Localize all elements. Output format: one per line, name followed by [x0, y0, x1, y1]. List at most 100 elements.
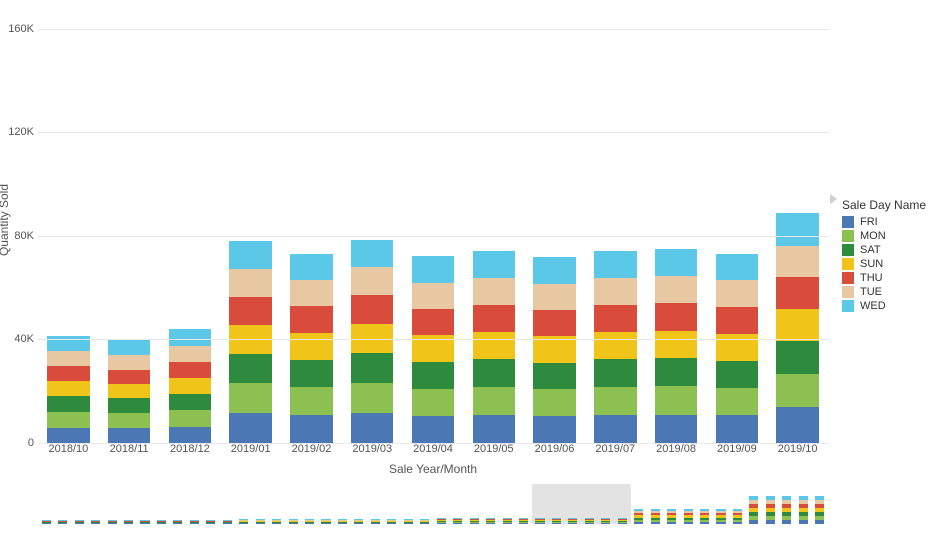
bar-segment-sun[interactable]	[169, 378, 212, 394]
overview-bar[interactable]	[420, 484, 429, 524]
bar-segment-tue[interactable]	[47, 351, 90, 366]
bar-segment-tue[interactable]	[169, 346, 212, 362]
overview-bar[interactable]	[651, 484, 660, 524]
overview-bar[interactable]	[140, 484, 149, 524]
overview-bar[interactable]	[321, 484, 330, 524]
bar-segment-tue[interactable]	[776, 246, 819, 277]
legend-item-wed[interactable]: WED	[842, 300, 926, 312]
bar-segment-mon[interactable]	[533, 389, 576, 416]
overview-bar[interactable]	[173, 484, 182, 524]
bar-segment-thu[interactable]	[533, 310, 576, 336]
overview-bar[interactable]	[733, 484, 742, 524]
bar-segment-thu[interactable]	[412, 309, 455, 335]
bar-segment-sun[interactable]	[473, 332, 516, 359]
bar-column[interactable]	[776, 213, 819, 443]
overview-bar[interactable]	[437, 484, 446, 524]
bar-column[interactable]	[290, 254, 333, 443]
overview-bar[interactable]	[272, 484, 281, 524]
bar-column[interactable]	[716, 254, 759, 443]
bar-segment-wed[interactable]	[594, 251, 637, 278]
bar-column[interactable]	[351, 240, 394, 443]
chevron-right-icon[interactable]	[830, 194, 837, 204]
legend-item-sat[interactable]: SAT	[842, 244, 926, 256]
bar-segment-thu[interactable]	[594, 305, 637, 332]
bar-segment-mon[interactable]	[655, 386, 698, 414]
bar-segment-fri[interactable]	[533, 416, 576, 443]
overview-bar[interactable]	[519, 484, 528, 524]
bar-segment-sat[interactable]	[351, 353, 394, 383]
bar-segment-fri[interactable]	[229, 413, 272, 443]
legend-item-tue[interactable]: TUE	[842, 286, 926, 298]
bar-segment-wed[interactable]	[290, 254, 333, 280]
overview-bar[interactable]	[305, 484, 314, 524]
overview-bar[interactable]	[190, 484, 199, 524]
overview-bar[interactable]	[667, 484, 676, 524]
overview-bar[interactable]	[75, 484, 84, 524]
bar-segment-sun[interactable]	[776, 309, 819, 341]
bar-segment-thu[interactable]	[169, 362, 212, 378]
overview-bar[interactable]	[157, 484, 166, 524]
bar-column[interactable]	[594, 251, 637, 443]
bar-segment-thu[interactable]	[47, 366, 90, 381]
bar-segment-sat[interactable]	[229, 354, 272, 383]
overview-bar[interactable]	[634, 484, 643, 524]
bar-segment-sun[interactable]	[655, 331, 698, 359]
bar-segment-thu[interactable]	[655, 303, 698, 330]
bar-segment-thu[interactable]	[776, 277, 819, 309]
overview-bar[interactable]	[552, 484, 561, 524]
bar-segment-fri[interactable]	[412, 416, 455, 443]
bar-segment-tue[interactable]	[108, 355, 151, 370]
bar-segment-mon[interactable]	[229, 383, 272, 413]
bar-segment-tue[interactable]	[716, 280, 759, 307]
overview-bar[interactable]	[700, 484, 709, 524]
bar-column[interactable]	[169, 329, 212, 443]
overview-bar[interactable]	[799, 484, 808, 524]
bar-segment-thu[interactable]	[290, 306, 333, 333]
overview-bar[interactable]	[354, 484, 363, 524]
bar-segment-thu[interactable]	[108, 370, 151, 384]
bar-segment-wed[interactable]	[169, 329, 212, 346]
overview-bar[interactable]	[601, 484, 610, 524]
bar-segment-fri[interactable]	[47, 428, 90, 443]
overview-bar[interactable]	[42, 484, 51, 524]
overview-bar[interactable]	[684, 484, 693, 524]
overview-bar[interactable]	[404, 484, 413, 524]
overview-bar[interactable]	[338, 484, 347, 524]
bar-segment-sat[interactable]	[594, 359, 637, 387]
bar-segment-fri[interactable]	[290, 415, 333, 443]
overview-bar[interactable]	[535, 484, 544, 524]
legend-item-mon[interactable]: MON	[842, 230, 926, 242]
bar-segment-tue[interactable]	[229, 269, 272, 297]
bar-segment-sat[interactable]	[776, 341, 819, 374]
bar-segment-fri[interactable]	[594, 415, 637, 443]
overview-bar[interactable]	[239, 484, 248, 524]
bar-segment-sat[interactable]	[412, 362, 455, 389]
bar-segment-sun[interactable]	[290, 333, 333, 360]
overview-bar[interactable]	[124, 484, 133, 524]
bar-segment-thu[interactable]	[351, 295, 394, 324]
overview-bar[interactable]	[289, 484, 298, 524]
legend-item-fri[interactable]: FRI	[842, 216, 926, 228]
bar-column[interactable]	[229, 241, 272, 443]
bar-segment-thu[interactable]	[716, 307, 759, 334]
bar-segment-mon[interactable]	[290, 387, 333, 415]
bar-segment-wed[interactable]	[412, 256, 455, 282]
bar-segment-fri[interactable]	[655, 415, 698, 443]
bar-segment-fri[interactable]	[473, 415, 516, 443]
overview-bar[interactable]	[815, 484, 824, 524]
overview-bar[interactable]	[716, 484, 725, 524]
overview-range-selector[interactable]	[38, 484, 828, 524]
overview-bar[interactable]	[256, 484, 265, 524]
bar-segment-sat[interactable]	[169, 394, 212, 410]
bar-segment-fri[interactable]	[716, 415, 759, 443]
bar-segment-sun[interactable]	[108, 384, 151, 399]
bar-segment-tue[interactable]	[290, 280, 333, 306]
bar-segment-mon[interactable]	[47, 412, 90, 428]
overview-bar[interactable]	[568, 484, 577, 524]
bar-column[interactable]	[473, 251, 516, 443]
bar-segment-wed[interactable]	[473, 251, 516, 278]
bar-segment-sun[interactable]	[716, 334, 759, 361]
bar-segment-tue[interactable]	[655, 276, 698, 303]
overview-bar[interactable]	[749, 484, 758, 524]
bar-segment-wed[interactable]	[229, 241, 272, 269]
